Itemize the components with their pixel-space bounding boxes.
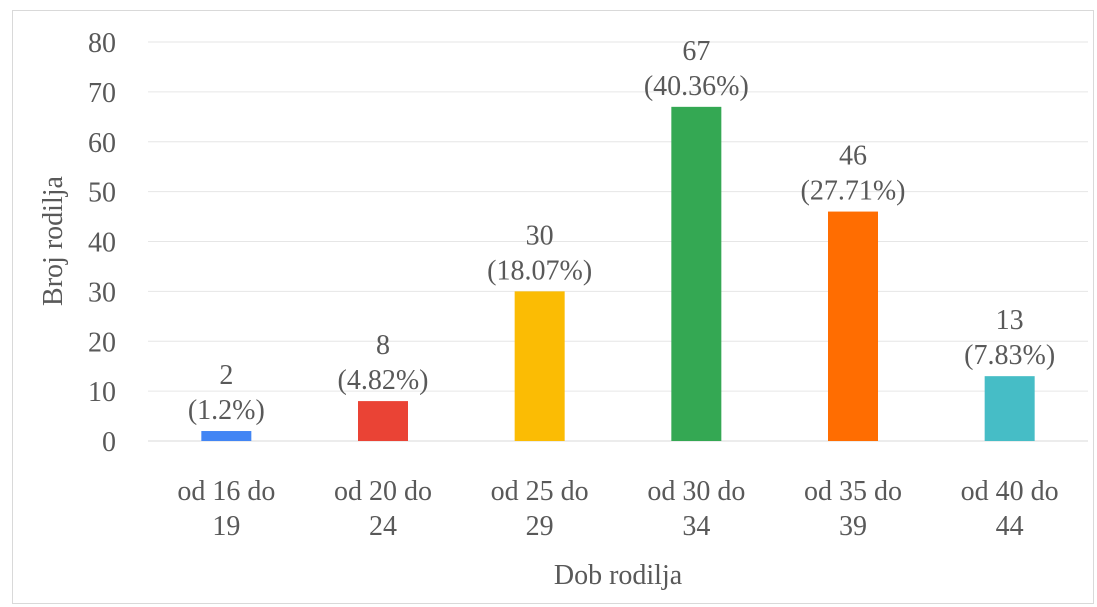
x-tick-label: 29 (526, 511, 554, 542)
y-tick-label: 0 (102, 427, 116, 458)
bar (358, 401, 408, 441)
data-label-percent: (7.83%) (964, 340, 1055, 371)
y-tick-label: 50 (88, 178, 116, 209)
y-axis-label: Broj rodilja (38, 175, 69, 305)
data-label-percent: (18.07%) (487, 255, 592, 286)
y-tick-label: 60 (88, 128, 116, 159)
x-tick-label: od 40 do (961, 476, 1059, 507)
x-tick-label: 19 (212, 511, 240, 542)
data-label-percent: (1.2%) (188, 395, 265, 426)
data-label-percent: (27.71%) (801, 176, 906, 207)
x-tick-label: od 20 do (334, 476, 432, 507)
bar (984, 376, 1035, 441)
x-tick-label: 24 (369, 511, 397, 542)
bars (201, 106, 1035, 442)
data-label-value: 46 (839, 141, 867, 172)
data-label-value: 67 (682, 36, 710, 67)
bar (828, 211, 878, 441)
gridlines (148, 41, 1088, 442)
x-tick-label: 34 (682, 511, 710, 542)
x-tick-label: 44 (996, 511, 1024, 542)
y-tick-label: 20 (88, 327, 116, 358)
data-label-value: 2 (219, 360, 233, 391)
data-label-value: 30 (526, 220, 554, 251)
x-tick-label: od 25 do (491, 476, 589, 507)
data-label-value: 13 (996, 305, 1024, 336)
y-tick-label: 10 (88, 377, 116, 408)
y-axis-ticks: 0 10 20 30 40 50 60 70 80 (88, 28, 116, 458)
y-tick-label: 30 (88, 277, 116, 308)
x-tick-label: od 35 do (804, 476, 902, 507)
bar (514, 291, 565, 441)
bar (201, 431, 252, 441)
y-tick-label: 40 (88, 228, 116, 259)
data-label-percent: (40.36%) (644, 71, 749, 102)
x-tick-label: od 16 do (177, 476, 275, 507)
x-tick-label: 39 (839, 511, 867, 542)
x-axis-ticks: od 16 do 19 od 20 do 24 od 25 do 29 od 30 do 34… (177, 476, 1058, 542)
data-label-percent: (4.82%) (338, 365, 429, 396)
data-label-value: 8 (376, 330, 390, 361)
x-tick-label: od 30 do (647, 476, 745, 507)
data-labels: 2 (1.2%) 8 (4.82%) 30 (18.07%) 67 (40.36%) 46 (27… (188, 36, 1055, 426)
x-axis-label: Dob rodilja (554, 560, 683, 591)
y-tick-label: 70 (88, 78, 116, 109)
y-tick-label: 80 (88, 28, 116, 59)
bar (671, 106, 722, 442)
